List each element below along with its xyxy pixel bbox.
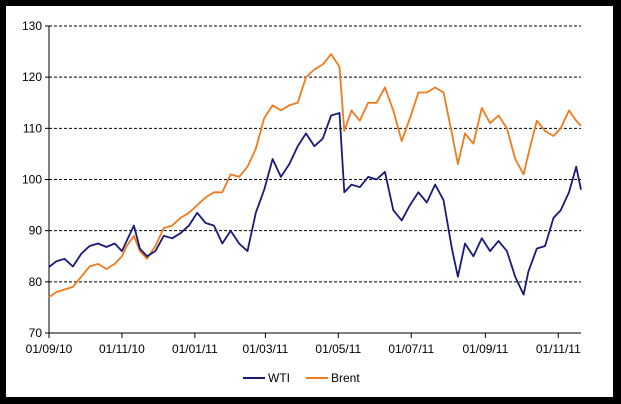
y-tick-label-130: 130	[22, 19, 42, 33]
x-tick-label-2: 01/01/11	[172, 342, 218, 356]
series-lines	[48, 53, 582, 298]
y-axis-ticks: 70 80 90 100 110 120 130	[22, 19, 49, 340]
y-tick-label-110: 110	[23, 121, 42, 135]
series-line-brent	[48, 53, 582, 298]
y-tick-label-70: 70	[29, 326, 43, 340]
y-tick-label-100: 100	[22, 173, 42, 187]
x-tick-label-5: 01/07/11	[388, 342, 434, 356]
y-tick-label-90: 90	[29, 224, 43, 238]
x-tick-label-6: 01/09/11	[462, 342, 508, 356]
y-tick-label-80: 80	[29, 275, 43, 289]
y-tick-label-120: 120	[22, 70, 42, 84]
x-tick-label-4: 01/05/11	[315, 342, 361, 356]
x-tick-label-3: 01/03/11	[242, 342, 288, 356]
line-chart: 70 80 90 100 110 120 130 01/09/10 01/11/10 01/01…	[22, 19, 582, 385]
legend: WTI Brent	[243, 371, 360, 385]
legend-label-wti: WTI	[268, 371, 290, 385]
gridlines	[49, 25, 581, 283]
x-tick-label-0: 01/09/10	[26, 342, 73, 356]
chart-panel: 70 80 90 100 110 120 130 01/09/10 01/11/10 01/01…	[6, 6, 613, 397]
legend-label-brent: Brent	[331, 371, 360, 385]
x-tick-label-1: 01/11/10	[99, 342, 145, 356]
x-axis-ticks: 01/09/10 01/11/10 01/01/11 01/03/11 01/05/11…	[26, 333, 581, 356]
x-tick-label-7: 01/11/11	[536, 342, 581, 356]
series-line-wti	[48, 112, 582, 296]
